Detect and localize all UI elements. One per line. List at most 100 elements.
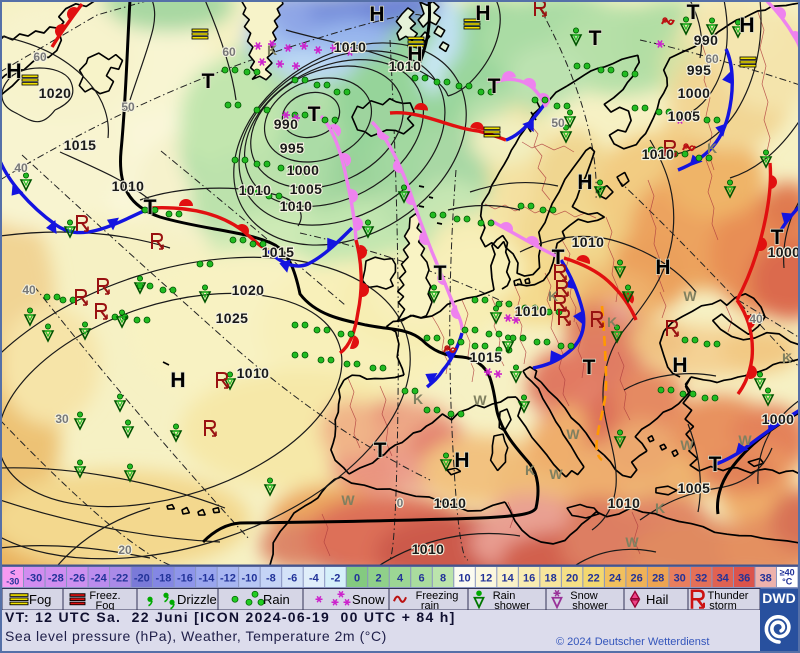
svg-text:1005: 1005 <box>678 480 711 496</box>
svg-text:1000: 1000 <box>762 411 795 427</box>
svg-text:Thunder: Thunder <box>708 590 749 602</box>
svg-text:Hail: Hail <box>646 592 669 607</box>
svg-text:1015: 1015 <box>262 244 295 260</box>
svg-text:1015: 1015 <box>470 349 503 365</box>
svg-text:W: W <box>549 466 563 482</box>
svg-text:H: H <box>407 43 422 66</box>
svg-text:50: 50 <box>551 116 565 130</box>
svg-text:30: 30 <box>674 573 686 585</box>
svg-text:60: 60 <box>33 50 47 64</box>
svg-text:T: T <box>771 226 784 249</box>
svg-text:-14: -14 <box>198 573 215 585</box>
svg-text:rain: rain <box>421 600 439 612</box>
svg-text:4: 4 <box>397 573 404 585</box>
svg-text:-2: -2 <box>331 573 341 585</box>
svg-text:W: W <box>473 392 487 408</box>
svg-text:50: 50 <box>121 100 135 114</box>
svg-text:H: H <box>6 60 21 83</box>
svg-text:shower: shower <box>572 600 608 612</box>
svg-text:-12: -12 <box>220 573 236 585</box>
svg-text:T: T <box>144 196 157 219</box>
svg-text:6: 6 <box>418 573 424 585</box>
svg-text:-24: -24 <box>91 573 108 585</box>
svg-text:© 2024 Deutscher Wetterdienst: © 2024 Deutscher Wetterdienst <box>556 636 709 648</box>
svg-text:18: 18 <box>544 573 556 585</box>
svg-text:1010: 1010 <box>239 182 272 198</box>
svg-text:H: H <box>672 354 687 377</box>
svg-text:-18: -18 <box>155 573 171 585</box>
svg-text:H: H <box>655 256 670 279</box>
svg-text:shower: shower <box>494 600 530 612</box>
svg-text:28: 28 <box>652 573 664 585</box>
svg-text:T: T <box>583 356 596 379</box>
svg-text:-20: -20 <box>134 573 150 585</box>
svg-text:Snow: Snow <box>352 592 385 607</box>
svg-text:K: K <box>267 42 277 58</box>
svg-text:24: 24 <box>609 573 622 585</box>
svg-text:T: T <box>552 246 565 269</box>
svg-text:2: 2 <box>375 573 381 585</box>
svg-text:1010: 1010 <box>280 198 313 214</box>
svg-text:K: K <box>607 314 617 330</box>
svg-text:1020: 1020 <box>39 85 72 101</box>
svg-text:40: 40 <box>14 161 28 175</box>
svg-text:Rain: Rain <box>263 592 290 607</box>
svg-text:H: H <box>369 3 384 26</box>
svg-text:1025: 1025 <box>216 310 249 326</box>
svg-text:W: W <box>683 288 697 304</box>
svg-text:1010: 1010 <box>642 146 675 162</box>
svg-text:1020: 1020 <box>232 282 265 298</box>
svg-text:1005: 1005 <box>668 108 701 124</box>
svg-text:W: W <box>680 437 694 453</box>
svg-text:H: H <box>454 449 469 472</box>
svg-text:<: < <box>10 568 15 578</box>
svg-text:40: 40 <box>22 283 36 297</box>
svg-text:20: 20 <box>118 543 132 557</box>
svg-text:Fog: Fog <box>96 600 115 612</box>
svg-text:DWD: DWD <box>762 590 795 606</box>
svg-text:H: H <box>577 171 592 194</box>
svg-text:1010: 1010 <box>515 303 548 319</box>
svg-text:1015: 1015 <box>64 137 97 153</box>
svg-text:Freezing: Freezing <box>416 590 459 602</box>
svg-text:1010: 1010 <box>412 541 445 557</box>
svg-text:0: 0 <box>354 573 360 585</box>
svg-text:Sea level pressure (hPa), Weat: Sea level pressure (hPa), Weather, Tempe… <box>5 628 387 644</box>
svg-text:-26: -26 <box>69 573 85 585</box>
svg-text:12: 12 <box>480 573 492 585</box>
svg-text:16: 16 <box>523 573 535 585</box>
svg-text:1010: 1010 <box>237 365 270 381</box>
svg-text:T: T <box>202 70 215 93</box>
svg-text:10: 10 <box>458 573 470 585</box>
svg-text:K: K <box>707 140 717 156</box>
svg-text:Drizzle: Drizzle <box>177 592 217 607</box>
svg-text:H: H <box>739 14 754 37</box>
svg-text:-30: -30 <box>26 573 42 585</box>
svg-text:T: T <box>589 27 602 50</box>
svg-text:1010: 1010 <box>334 39 367 55</box>
svg-text:-10: -10 <box>241 573 257 585</box>
svg-text:1010: 1010 <box>112 178 145 194</box>
svg-text:1010: 1010 <box>389 58 422 74</box>
svg-text:30: 30 <box>55 412 69 426</box>
svg-text:T: T <box>308 103 321 126</box>
svg-text:36: 36 <box>738 573 750 585</box>
svg-text:T: T <box>488 75 501 98</box>
svg-text:-4: -4 <box>309 573 320 585</box>
svg-text:H: H <box>170 369 185 392</box>
svg-text:32: 32 <box>695 573 707 585</box>
svg-text:26: 26 <box>630 573 642 585</box>
svg-text:-6: -6 <box>288 573 298 585</box>
svg-text:20: 20 <box>566 573 578 585</box>
svg-text:1000: 1000 <box>768 244 800 260</box>
svg-text:Fog: Fog <box>29 592 51 607</box>
svg-text:°C: °C <box>782 577 793 587</box>
svg-text:60: 60 <box>705 52 719 66</box>
svg-text:1005: 1005 <box>290 181 323 197</box>
svg-text:0: 0 <box>397 496 404 510</box>
svg-text:40: 40 <box>749 312 763 326</box>
svg-text:T: T <box>687 1 700 24</box>
svg-text:8: 8 <box>440 573 446 585</box>
svg-text:K: K <box>655 500 665 516</box>
svg-text:-30: -30 <box>6 577 19 587</box>
